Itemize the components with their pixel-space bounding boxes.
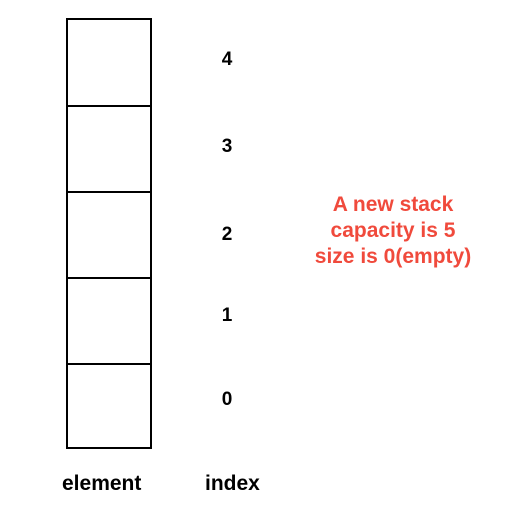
element-column-label: element [62,472,142,495]
index-label-3: 3 [221,136,233,157]
index-label-4: 4 [221,49,233,70]
note-line-title: A new stack [332,193,454,216]
stack-cell-3 [68,105,150,191]
stack-cell-4 [68,20,150,106]
index-label-2: 2 [221,224,233,245]
note-line-size: size is 0(empty) [314,245,472,268]
index-label-0: 0 [221,389,233,410]
stack-cell-2 [68,191,150,277]
stack-description-note: A new stack capacity is 5 size is 0(empt… [298,192,488,270]
stack-array [66,18,152,449]
stack-cell-0 [68,363,150,449]
stack-cell-1 [68,277,150,363]
index-label-1: 1 [221,305,233,326]
note-line-capacity: capacity is 5 [330,219,456,242]
index-column-label: index [205,472,260,495]
